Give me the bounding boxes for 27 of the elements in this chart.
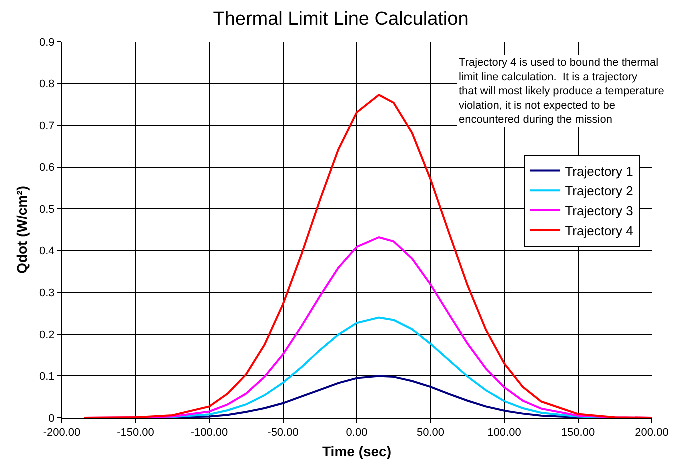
y-tick-label: 0.1 (40, 371, 55, 384)
x-tick-label: -100.00 (190, 427, 228, 440)
x-tick-label: 100.00 (488, 427, 522, 440)
y-tick-label: 0.9 (40, 36, 55, 49)
x-tick-label: 200.00 (635, 427, 669, 440)
y-tick-label: 0.6 (40, 162, 55, 174)
x-axis-title: Time (sec) (322, 444, 392, 460)
y-tick-label: 0.3 (40, 288, 55, 300)
x-tick-label: -150.00 (117, 427, 154, 440)
x-tick-label: 50.00 (416, 427, 445, 440)
x-tick-label: 150.00 (561, 427, 596, 440)
x-tick-label: 0.00 (346, 427, 368, 440)
x-tick-label: -50.00 (268, 427, 299, 440)
y-tick-label: 0 (48, 412, 55, 425)
y-tick-label: 0.5 (40, 204, 55, 216)
chart-title: Thermal Limit Line Calculation (213, 9, 469, 30)
y-axis-title: Qdot (W/cm²) (14, 186, 30, 274)
x-tick-label: -200.00 (43, 427, 81, 440)
y-tick-label: 0.8 (40, 78, 55, 91)
legend-label: Trajectory 4 (565, 224, 634, 239)
y-tick-label: 0.4 (40, 246, 55, 258)
y-tick-label: 0.2 (40, 329, 55, 342)
legend-label: Trajectory 2 (565, 184, 634, 199)
annotation: Trajectory 4 is used to bound the thermal limit line calculation. It is a trajectory that will most likely produce a temperature violation, it is not expected to be encountered during the mission (459, 57, 664, 126)
y-tick-label: 0.7 (40, 120, 55, 132)
legend-label: Trajectory 3 (565, 204, 634, 219)
legend-label: Trajectory 1 (565, 164, 634, 179)
